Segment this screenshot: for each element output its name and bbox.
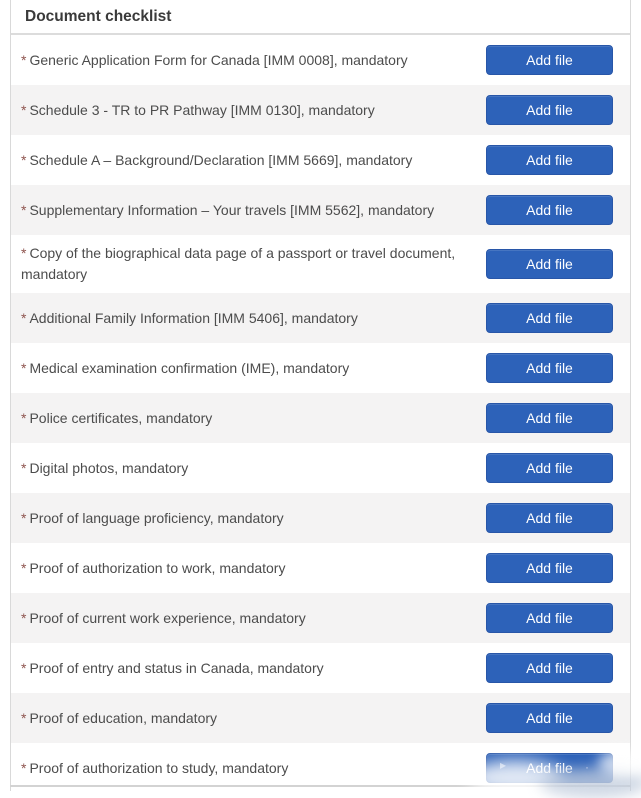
add-file-button[interactable]: Add file — [486, 453, 613, 483]
add-file-button[interactable]: Add file — [486, 353, 613, 383]
document-label-text: Proof of language proficiency, mandatory — [29, 509, 284, 526]
add-file-button[interactable]: Add file — [486, 753, 613, 783]
document-label: * Proof of language proficiency, mandator… — [21, 500, 486, 537]
document-label: * Proof of entry and status in Canada, ma… — [21, 650, 486, 687]
required-asterisk: * — [21, 51, 27, 68]
add-file-button[interactable]: Add file — [486, 249, 613, 279]
checklist-row: * Proof of authorization to work, mandato… — [11, 543, 630, 593]
document-label: * Police certificates, mandatory — [21, 400, 486, 437]
document-label: * Schedule 3 - TR to PR Pathway [IMM 0130… — [21, 92, 486, 129]
add-file-button[interactable]: Add file — [486, 603, 613, 633]
required-asterisk: * — [21, 559, 27, 576]
document-label: * Proof of current work experience, manda… — [21, 600, 486, 637]
required-asterisk: * — [21, 151, 27, 168]
checklist-row: * Proof of current work experience, manda… — [11, 593, 630, 643]
panel-header: Document checklist — [11, 0, 630, 33]
document-label: * Proof of education, mandatory — [21, 700, 486, 737]
document-label-text: Schedule 3 - TR to PR Pathway [IMM 0130]… — [29, 101, 375, 118]
checklist-row: * Proof of entry and status in Canada, ma… — [11, 643, 630, 693]
add-file-button[interactable]: Add file — [486, 195, 613, 225]
checklist-row: * Schedule 3 - TR to PR Pathway [IMM 0130… — [11, 85, 630, 135]
add-file-button[interactable]: Add file — [486, 145, 613, 175]
document-label: * Proof of authorization to study, mandat… — [21, 750, 486, 787]
document-label: * Additional Family Information [IMM 5406… — [21, 300, 486, 337]
checklist-row: * Proof of language proficiency, mandator… — [11, 493, 630, 543]
required-asterisk: * — [21, 659, 27, 676]
document-label: * Copy of the biographical data page of a… — [21, 235, 486, 293]
add-file-button[interactable]: Add file — [486, 503, 613, 533]
required-asterisk: * — [21, 459, 27, 476]
panel-bottom-border — [10, 785, 631, 787]
document-label-text: Generic Application Form for Canada [IMM… — [29, 51, 408, 68]
document-label-text: Digital photos, mandatory — [29, 459, 189, 476]
document-label-text: Additional Family Information [IMM 5406]… — [29, 309, 358, 326]
checklist: * Generic Application Form for Canada [IM… — [11, 35, 630, 791]
required-asterisk: * — [21, 201, 27, 218]
document-label-text: Proof of education, mandatory — [29, 709, 218, 726]
required-asterisk: * — [21, 509, 27, 526]
document-label-text: Medical examination confirmation (IME), … — [29, 359, 350, 376]
required-asterisk: * — [21, 409, 27, 426]
document-label: * Proof of authorization to work, mandato… — [21, 550, 486, 587]
document-checklist-panel: Document checklist * Generic Application … — [10, 0, 631, 791]
add-file-button[interactable]: Add file — [486, 95, 613, 125]
checklist-row: * Generic Application Form for Canada [IM… — [11, 35, 630, 85]
checklist-row: * Digital photos, mandatory Add file — [11, 443, 630, 493]
document-label: * Schedule A – Background/Declaration [IM… — [21, 142, 486, 179]
add-file-button[interactable]: Add file — [486, 403, 613, 433]
checklist-row: * Medical examination confirmation (IME),… — [11, 343, 630, 393]
document-label-text: Police certificates, mandatory — [29, 409, 213, 426]
header-divider — [11, 33, 630, 35]
checklist-row: * Police certificates, mandatory Add file — [11, 393, 630, 443]
add-file-button[interactable]: Add file — [486, 45, 613, 75]
required-asterisk: * — [21, 309, 27, 326]
add-file-button[interactable]: Add file — [486, 703, 613, 733]
document-label-text: Proof of authorization to study, mandato… — [29, 759, 289, 776]
required-asterisk: * — [21, 709, 27, 726]
required-asterisk: * — [21, 609, 27, 626]
checklist-row: * Proof of authorization to study, mandat… — [11, 743, 630, 791]
document-label-text: Proof of authorization to work, mandator… — [29, 559, 286, 576]
document-label-text: Schedule A – Background/Declaration [IMM… — [29, 151, 413, 168]
add-file-button[interactable]: Add file — [486, 553, 613, 583]
document-label-text: Copy of the biographical data page of a … — [21, 245, 456, 282]
document-label-text: Proof of current work experience, mandat… — [29, 609, 306, 626]
checklist-row: * Copy of the biographical data page of a… — [11, 235, 630, 293]
add-file-button[interactable]: Add file — [486, 653, 613, 683]
document-label-text: Supplementary Information – Your travels… — [29, 201, 435, 218]
document-label: * Supplementary Information – Your travel… — [21, 192, 486, 229]
document-label-text: Proof of entry and status in Canada, man… — [29, 659, 324, 676]
document-label: * Generic Application Form for Canada [IM… — [21, 42, 486, 79]
checklist-row: * Proof of education, mandatory Add file — [11, 693, 630, 743]
required-asterisk: * — [21, 101, 27, 118]
required-asterisk: * — [21, 245, 27, 261]
page-title: Document checklist — [25, 8, 172, 25]
required-asterisk: * — [21, 759, 27, 776]
document-label: * Digital photos, mandatory — [21, 450, 486, 487]
required-asterisk: * — [21, 359, 27, 376]
checklist-row: * Supplementary Information – Your travel… — [11, 185, 630, 235]
checklist-row: * Schedule A – Background/Declaration [IM… — [11, 135, 630, 185]
document-label: * Medical examination confirmation (IME),… — [21, 350, 486, 387]
checklist-row: * Additional Family Information [IMM 5406… — [11, 293, 630, 343]
add-file-button[interactable]: Add file — [486, 303, 613, 333]
